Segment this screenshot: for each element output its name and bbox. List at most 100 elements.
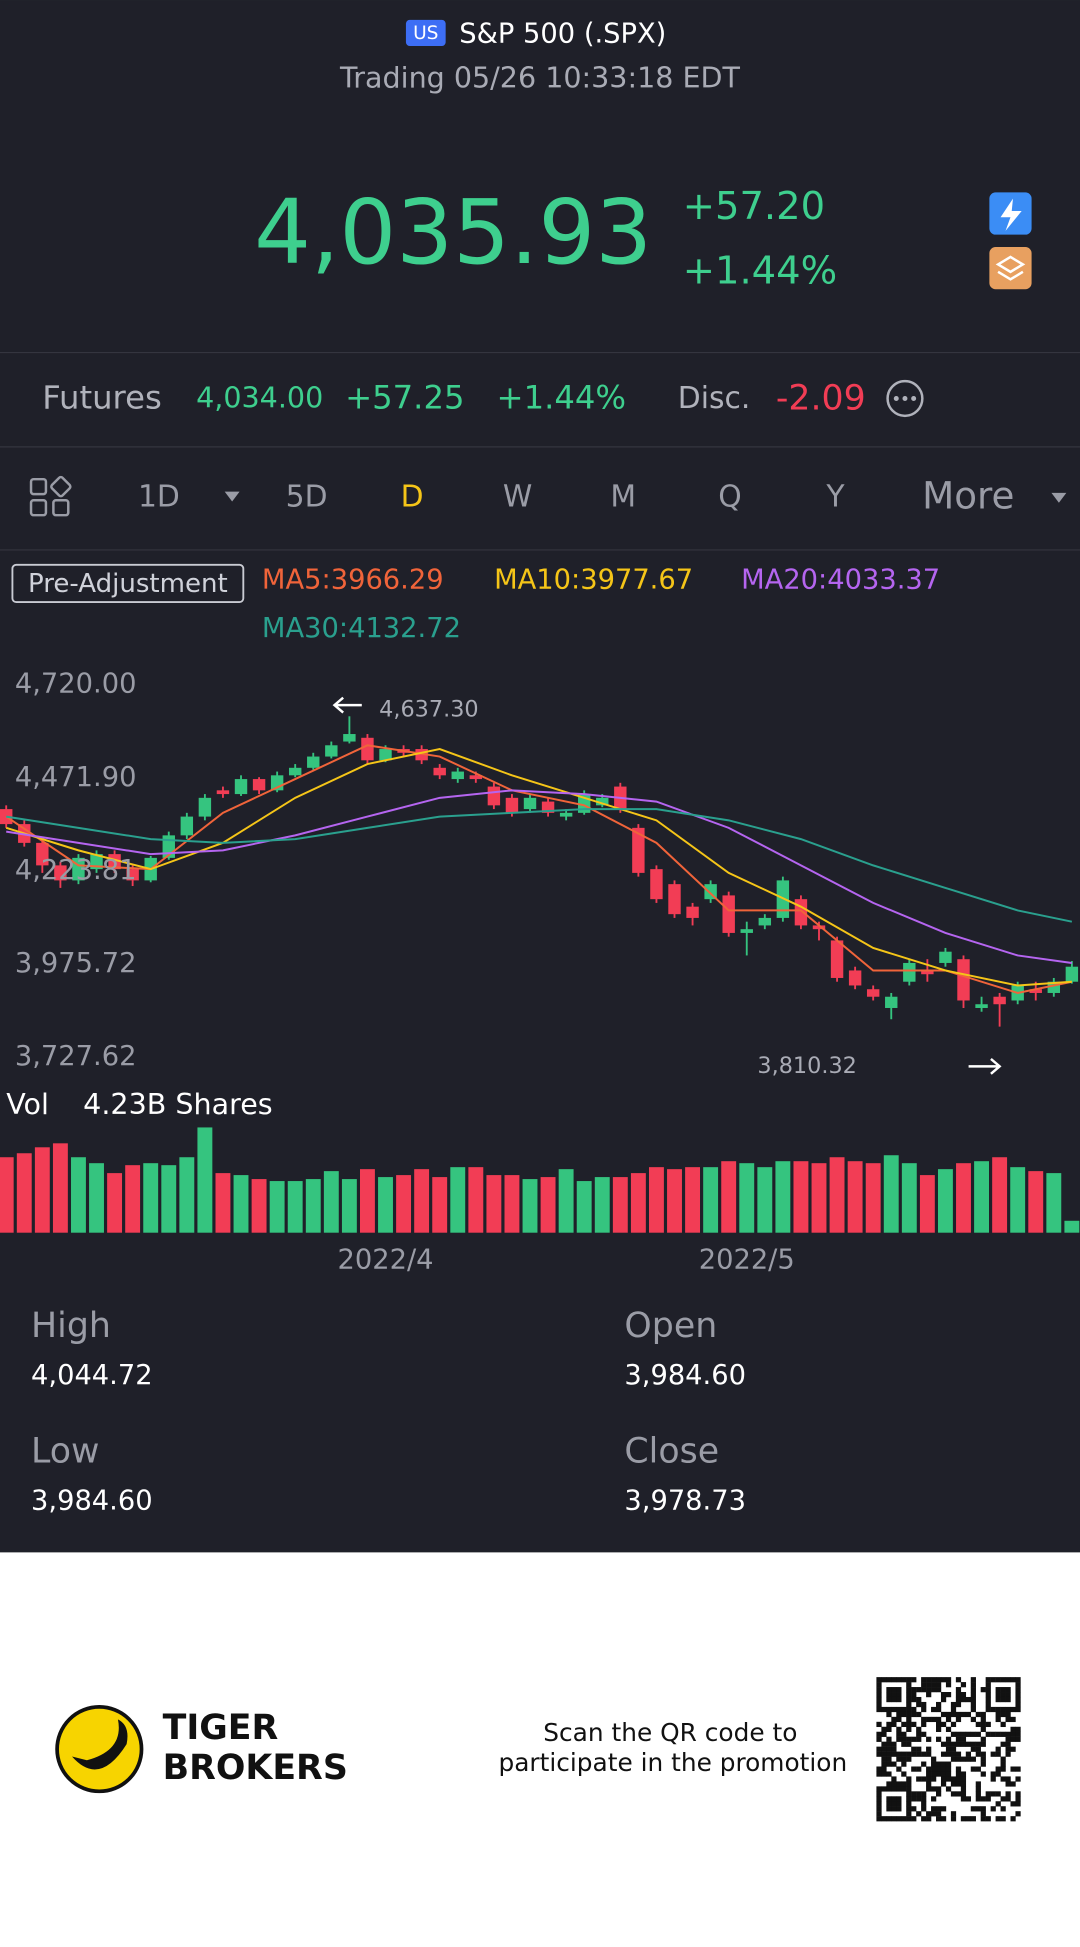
volume-bar (703, 1167, 719, 1233)
qr-module (1005, 1776, 1011, 1782)
stat-value: 3,984.60 (31, 1486, 153, 1517)
volume-bar (432, 1177, 448, 1233)
qr-module (886, 1796, 892, 1802)
qr-module (936, 1816, 942, 1822)
qr-module (950, 1711, 957, 1718)
tab[interactable]: Y (825, 479, 845, 514)
tab[interactable]: 5D (286, 479, 328, 514)
qr-module (891, 1801, 897, 1807)
qr-module (936, 1687, 942, 1693)
volume-bar (34, 1147, 50, 1233)
qr-module (911, 1816, 917, 1822)
qr-module (955, 1736, 962, 1742)
qr-module (921, 1721, 927, 1728)
qr-module (1005, 1746, 1011, 1752)
dot (911, 396, 917, 401)
volume-bar (125, 1165, 141, 1233)
qr-module (995, 1687, 1001, 1693)
qr-module (985, 1701, 991, 1708)
candle-body (975, 1004, 988, 1008)
qr-module (1000, 1776, 1006, 1782)
qr-module (891, 1706, 897, 1713)
tab[interactable]: D (401, 479, 424, 514)
candle-body (632, 827, 645, 873)
tab[interactable]: More (922, 473, 1014, 517)
qr-module (985, 1796, 991, 1802)
qr-module (876, 1696, 882, 1703)
disc-label: Disc. (678, 381, 751, 416)
qr-module (955, 1771, 962, 1777)
tab[interactable]: Q (718, 479, 741, 514)
more-icon[interactable] (886, 379, 924, 418)
y-tick-label: 4,223.81 (15, 855, 137, 886)
qr-module (995, 1692, 1001, 1698)
qr-module (940, 1766, 947, 1772)
volume-bar (378, 1177, 393, 1233)
qr-module (975, 1711, 981, 1718)
qr-module (995, 1771, 1001, 1777)
stat-label: High (31, 1306, 111, 1346)
qr-module (886, 1801, 892, 1807)
qr-module (940, 1677, 947, 1683)
qr-module (911, 1692, 917, 1698)
qr-module (901, 1751, 907, 1757)
stack-icon[interactable] (989, 247, 1032, 290)
qr-module (1010, 1706, 1016, 1713)
qr-module (945, 1771, 952, 1777)
qr-module (911, 1746, 917, 1752)
qr-module (955, 1731, 962, 1737)
candle-body (36, 842, 49, 866)
qr-module (881, 1746, 887, 1752)
qr-module (911, 1687, 917, 1693)
tab[interactable]: 1D (138, 479, 180, 514)
volume-bar (558, 1169, 574, 1233)
volume-bar (450, 1167, 466, 1233)
qr-module (975, 1766, 981, 1772)
qr-module (960, 1741, 967, 1747)
qr-module (1000, 1696, 1006, 1703)
qr-module (891, 1687, 897, 1693)
qr-module (886, 1756, 892, 1762)
qr-module (906, 1796, 912, 1802)
qr-module (916, 1811, 922, 1817)
qr-module (945, 1682, 952, 1688)
qr-module (906, 1811, 912, 1817)
qr-module (950, 1721, 957, 1728)
qr-module (990, 1677, 996, 1683)
adjustment-box[interactable] (11, 563, 245, 604)
qr-module (876, 1791, 882, 1797)
qr-module (921, 1706, 927, 1713)
qr-module (955, 1696, 962, 1703)
tab[interactable]: M (610, 479, 636, 514)
qr-module (931, 1716, 937, 1723)
candle-body (1065, 966, 1079, 982)
qr-module (921, 1687, 927, 1693)
qr-module (891, 1677, 897, 1683)
layout-icon[interactable] (29, 475, 72, 517)
volume-bar (883, 1155, 899, 1233)
qr-module (1005, 1706, 1011, 1713)
qr-module (940, 1761, 947, 1767)
qr-module (950, 1731, 957, 1737)
qr-module (975, 1721, 981, 1728)
qr-module (901, 1736, 907, 1742)
qr-module (931, 1706, 937, 1713)
qr-module (921, 1816, 927, 1822)
candle-body (234, 779, 248, 795)
qr-module (886, 1736, 892, 1742)
qr-module (980, 1751, 986, 1757)
candle-body (325, 745, 338, 757)
candle-body (126, 869, 139, 881)
candle-body (487, 786, 501, 806)
volume-bar (612, 1177, 628, 1233)
qr-module (881, 1731, 887, 1737)
qr-module (901, 1711, 907, 1718)
qr-module (990, 1751, 996, 1757)
qr-module (940, 1806, 947, 1812)
qr-module (876, 1771, 882, 1777)
qr-module (945, 1711, 952, 1718)
stat-value: 4,044.72 (31, 1360, 153, 1391)
volume-bar (341, 1179, 357, 1233)
tab[interactable]: W (503, 479, 532, 514)
qr-module (955, 1751, 962, 1757)
